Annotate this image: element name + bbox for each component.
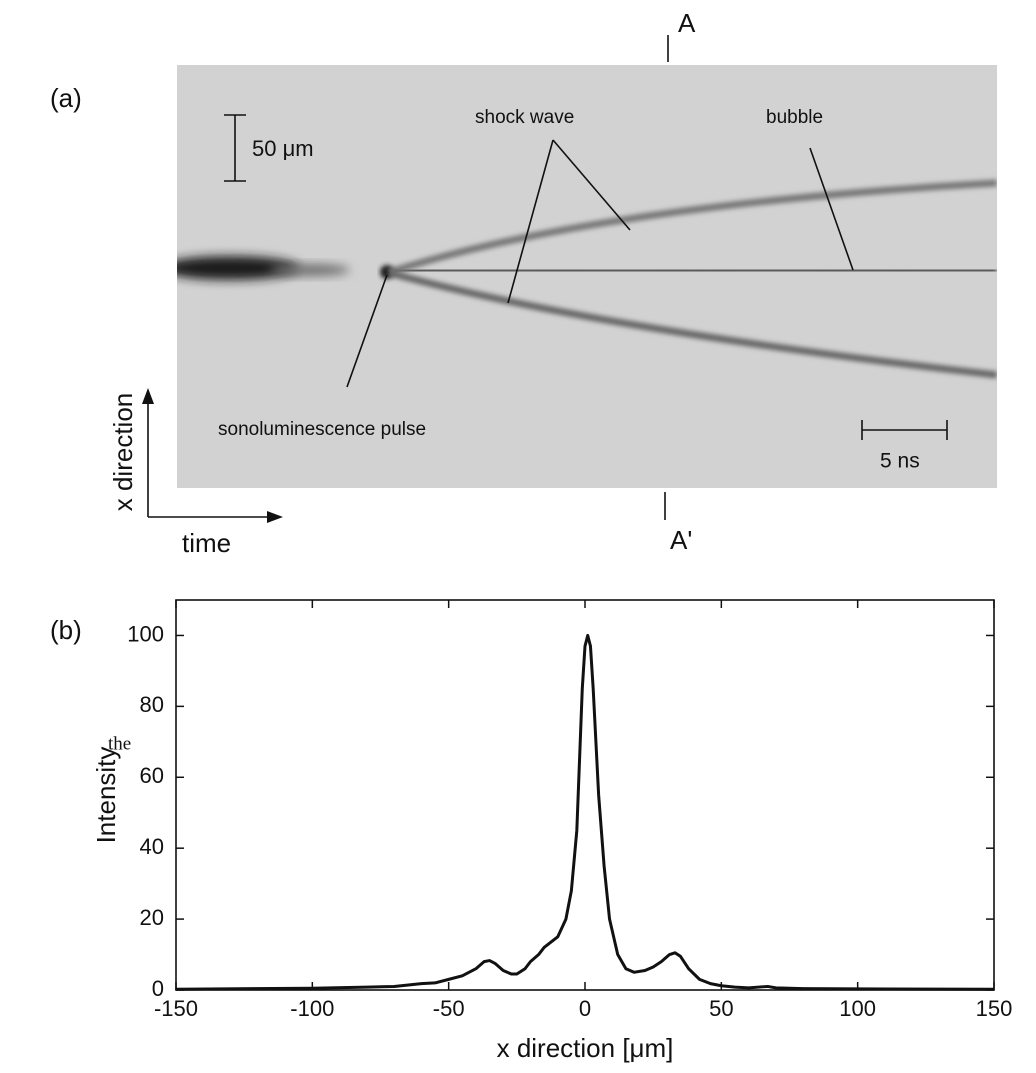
annotation: sonoluminescence pulse: [218, 419, 426, 440]
panel-label: (a): [50, 83, 82, 113]
margin-text: the: [108, 733, 131, 754]
x-tick-label: -150: [154, 996, 198, 1021]
x-tick-label: -100: [290, 996, 334, 1021]
scale-label: 5 ns: [880, 450, 920, 473]
x-tick-label: 100: [839, 996, 876, 1021]
x-tick-label: -50: [433, 996, 465, 1021]
data-line: [175, 633, 995, 991]
y-tick-label: 100: [127, 621, 164, 646]
x-tick-label: 150: [976, 996, 1013, 1021]
annotation-lines: [147, 35, 948, 520]
y-axis-label: Intensity: [91, 747, 121, 844]
y-tick-label: 0: [152, 976, 164, 1001]
y-tick-label: 40: [140, 834, 164, 859]
marker-label: A': [670, 525, 692, 555]
panel-label: (b): [50, 615, 82, 645]
axis-label: x direction: [108, 393, 138, 512]
streak-image: [177, 65, 997, 488]
axis-label: time: [182, 528, 231, 558]
x-tick-label: 50: [709, 996, 733, 1021]
y-tick-label: 80: [140, 692, 164, 717]
annotation: shock wave: [475, 107, 574, 128]
y-tick-label: 60: [140, 763, 164, 788]
marker-label: A: [678, 8, 696, 38]
y-tick-label: 20: [140, 905, 164, 930]
scale-label: 50 μm: [252, 136, 314, 161]
x-axis-label: x direction [μm]: [497, 1033, 674, 1063]
x-tick-label: 0: [579, 996, 591, 1021]
annotation: bubble: [766, 107, 823, 128]
